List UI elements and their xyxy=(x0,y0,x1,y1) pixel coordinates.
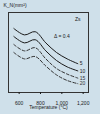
svg-text:Δ = 0.4: Δ = 0.4 xyxy=(54,33,70,39)
svg-text:15: 15 xyxy=(79,74,86,81)
svg-text:K_N(mm²): K_N(mm²) xyxy=(4,2,27,8)
svg-text:Temperature (°C): Temperature (°C) xyxy=(29,104,68,110)
svg-text:10: 10 xyxy=(80,68,86,74)
svg-text:600: 600 xyxy=(15,100,24,106)
svg-text:20: 20 xyxy=(80,80,86,86)
svg-text:Zs: Zs xyxy=(75,16,81,22)
svg-text:5: 5 xyxy=(80,60,83,66)
svg-text:1,200: 1,200 xyxy=(77,100,90,106)
